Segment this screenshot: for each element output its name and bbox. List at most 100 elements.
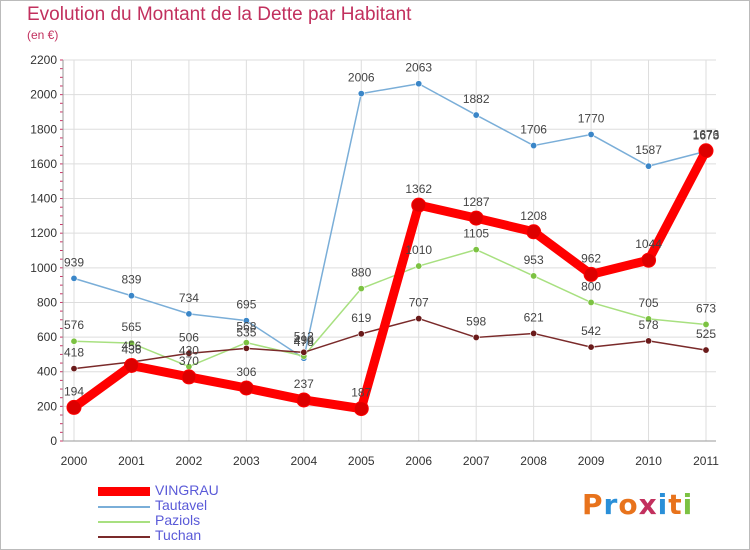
data-point-vingrau (641, 252, 657, 268)
data-point-vingrau (296, 392, 312, 408)
data-label-tautavel: 839 (121, 273, 141, 287)
data-label-vingrau: 436 (121, 342, 141, 356)
data-point-vingrau (526, 224, 542, 240)
x-tick-label: 2010 (635, 454, 662, 468)
chart-subtitle: (en €) (27, 28, 59, 42)
data-point-paziols (70, 337, 78, 345)
x-tick-label: 2002 (176, 454, 203, 468)
data-point-paziols (127, 339, 135, 347)
data-point-paziols (415, 262, 423, 270)
data-label-tuchan: 619 (351, 311, 371, 325)
data-label-vingrau: 237 (294, 377, 314, 391)
data-label-tautavel: 695 (236, 298, 256, 312)
data-label-tautavel: 1770 (578, 111, 605, 125)
data-label-vingrau: 1044 (635, 237, 662, 251)
data-label-tuchan: 512 (294, 329, 314, 343)
logo-letter: P (582, 488, 604, 521)
proxiti-logo: Proxiti (582, 488, 693, 521)
data-label-paziols: 576 (64, 318, 84, 332)
y-tick-label: 400 (37, 365, 57, 379)
data-point-tautavel (530, 142, 538, 150)
data-point-paziols (357, 285, 365, 293)
data-point-vingrau (353, 401, 369, 417)
x-tick-label: 2003 (233, 454, 260, 468)
data-label-tautavel: 939 (64, 255, 84, 269)
data-label-paziols: 568 (236, 320, 256, 334)
data-label-tuchan: 506 (179, 330, 199, 344)
legend-label: Tautavel (155, 497, 208, 513)
series-line-tuchan (73, 317, 707, 370)
data-label-paziols: 705 (639, 296, 659, 310)
axes: 0 200 400 600 800 1000 1200 1400 1600 1800 2000 220… (30, 53, 719, 468)
data-point-vingrau (583, 266, 599, 282)
legend-label: Paziols (155, 512, 201, 528)
data-point-vingrau (181, 369, 197, 385)
y-tick-label: 200 (37, 399, 57, 413)
legend-label: VINGRAU (155, 482, 219, 498)
data-point-tautavel (127, 292, 135, 300)
data-point-tuchan (530, 329, 538, 337)
data-point-tautavel (242, 317, 250, 325)
data-label-tuchan: 535 (236, 325, 256, 339)
x-tick-label: 2007 (463, 454, 490, 468)
data-label-vingrau: 194 (64, 384, 84, 398)
data-point-tuchan (300, 348, 308, 356)
chart-title: Evolution du Montant de la Dette par Hab… (27, 4, 412, 25)
y-tick-label: 2000 (30, 88, 57, 102)
legend-item-tuchan: Tuchan (98, 527, 358, 544)
logo-letter: o (618, 488, 639, 521)
y-tick-label: 1400 (30, 192, 57, 206)
data-point-vingrau (411, 197, 427, 213)
data-point-tuchan (645, 337, 653, 345)
data-label-tuchan: 707 (409, 296, 429, 310)
data-label-paziols: 490 (294, 333, 314, 347)
data-label-tuchan: 418 (64, 346, 84, 360)
x-tick-label: 2009 (578, 454, 605, 468)
y-tick-label: 1000 (30, 261, 57, 275)
data-point-tuchan (185, 349, 193, 357)
x-tick-label: 2006 (405, 454, 432, 468)
y-tick-label: 1200 (30, 226, 57, 240)
data-point-paziols (530, 272, 538, 280)
legend-item-vingrau: VINGRAU (98, 482, 358, 499)
x-tick-label: 2005 (348, 454, 375, 468)
series-line-paziols (73, 248, 707, 368)
data-label-paziols: 1010 (405, 243, 432, 257)
data-label-tautavel: 1587 (635, 143, 662, 157)
data-label-paziols: 953 (524, 253, 544, 267)
legend-swatch (98, 487, 150, 496)
data-point-paziols (702, 320, 710, 328)
data-label-paziols: 880 (351, 266, 371, 280)
data-point-tautavel (587, 130, 595, 138)
data-label-vingrau: 1676 (693, 128, 720, 142)
y-tick-label: 2200 (30, 53, 57, 67)
data-label-tuchan: 542 (581, 324, 601, 338)
data-label-vingrau: 1287 (463, 195, 490, 209)
data-label-vingrau: 306 (236, 365, 256, 379)
legend-swatch (98, 506, 150, 508)
y-tick-label: 1800 (30, 122, 57, 136)
logo-letter: x (638, 488, 658, 521)
data-label-tuchan: 621 (524, 310, 544, 324)
x-tick-label: 2008 (520, 454, 547, 468)
x-tick-label: 2011 (693, 454, 719, 468)
legend: VINGRAU Tautavel Paziols Tuchan (98, 482, 358, 544)
data-label-vingrau: 1208 (520, 209, 547, 223)
data-point-vingrau (698, 143, 714, 159)
legend-item-tautavel: Tautavel (98, 497, 358, 514)
data-point-tautavel (70, 274, 78, 282)
logo-letter: t (668, 488, 683, 521)
x-tick-label: 2000 (61, 454, 88, 468)
data-point-tautavel (472, 111, 480, 119)
data-label-paziols: 1105 (463, 227, 489, 241)
data-label-paziols: 673 (696, 301, 716, 315)
data-label-vingrau: 1362 (405, 182, 432, 196)
data-point-tuchan (357, 330, 365, 338)
data-label-vingrau: 187 (351, 386, 371, 400)
legend-swatch (98, 536, 150, 538)
data-label-tuchan: 456 (121, 339, 141, 353)
data-label-tautavel: 478 (294, 335, 314, 349)
logo-letter: r (603, 488, 619, 521)
data-point-tautavel (645, 162, 653, 170)
